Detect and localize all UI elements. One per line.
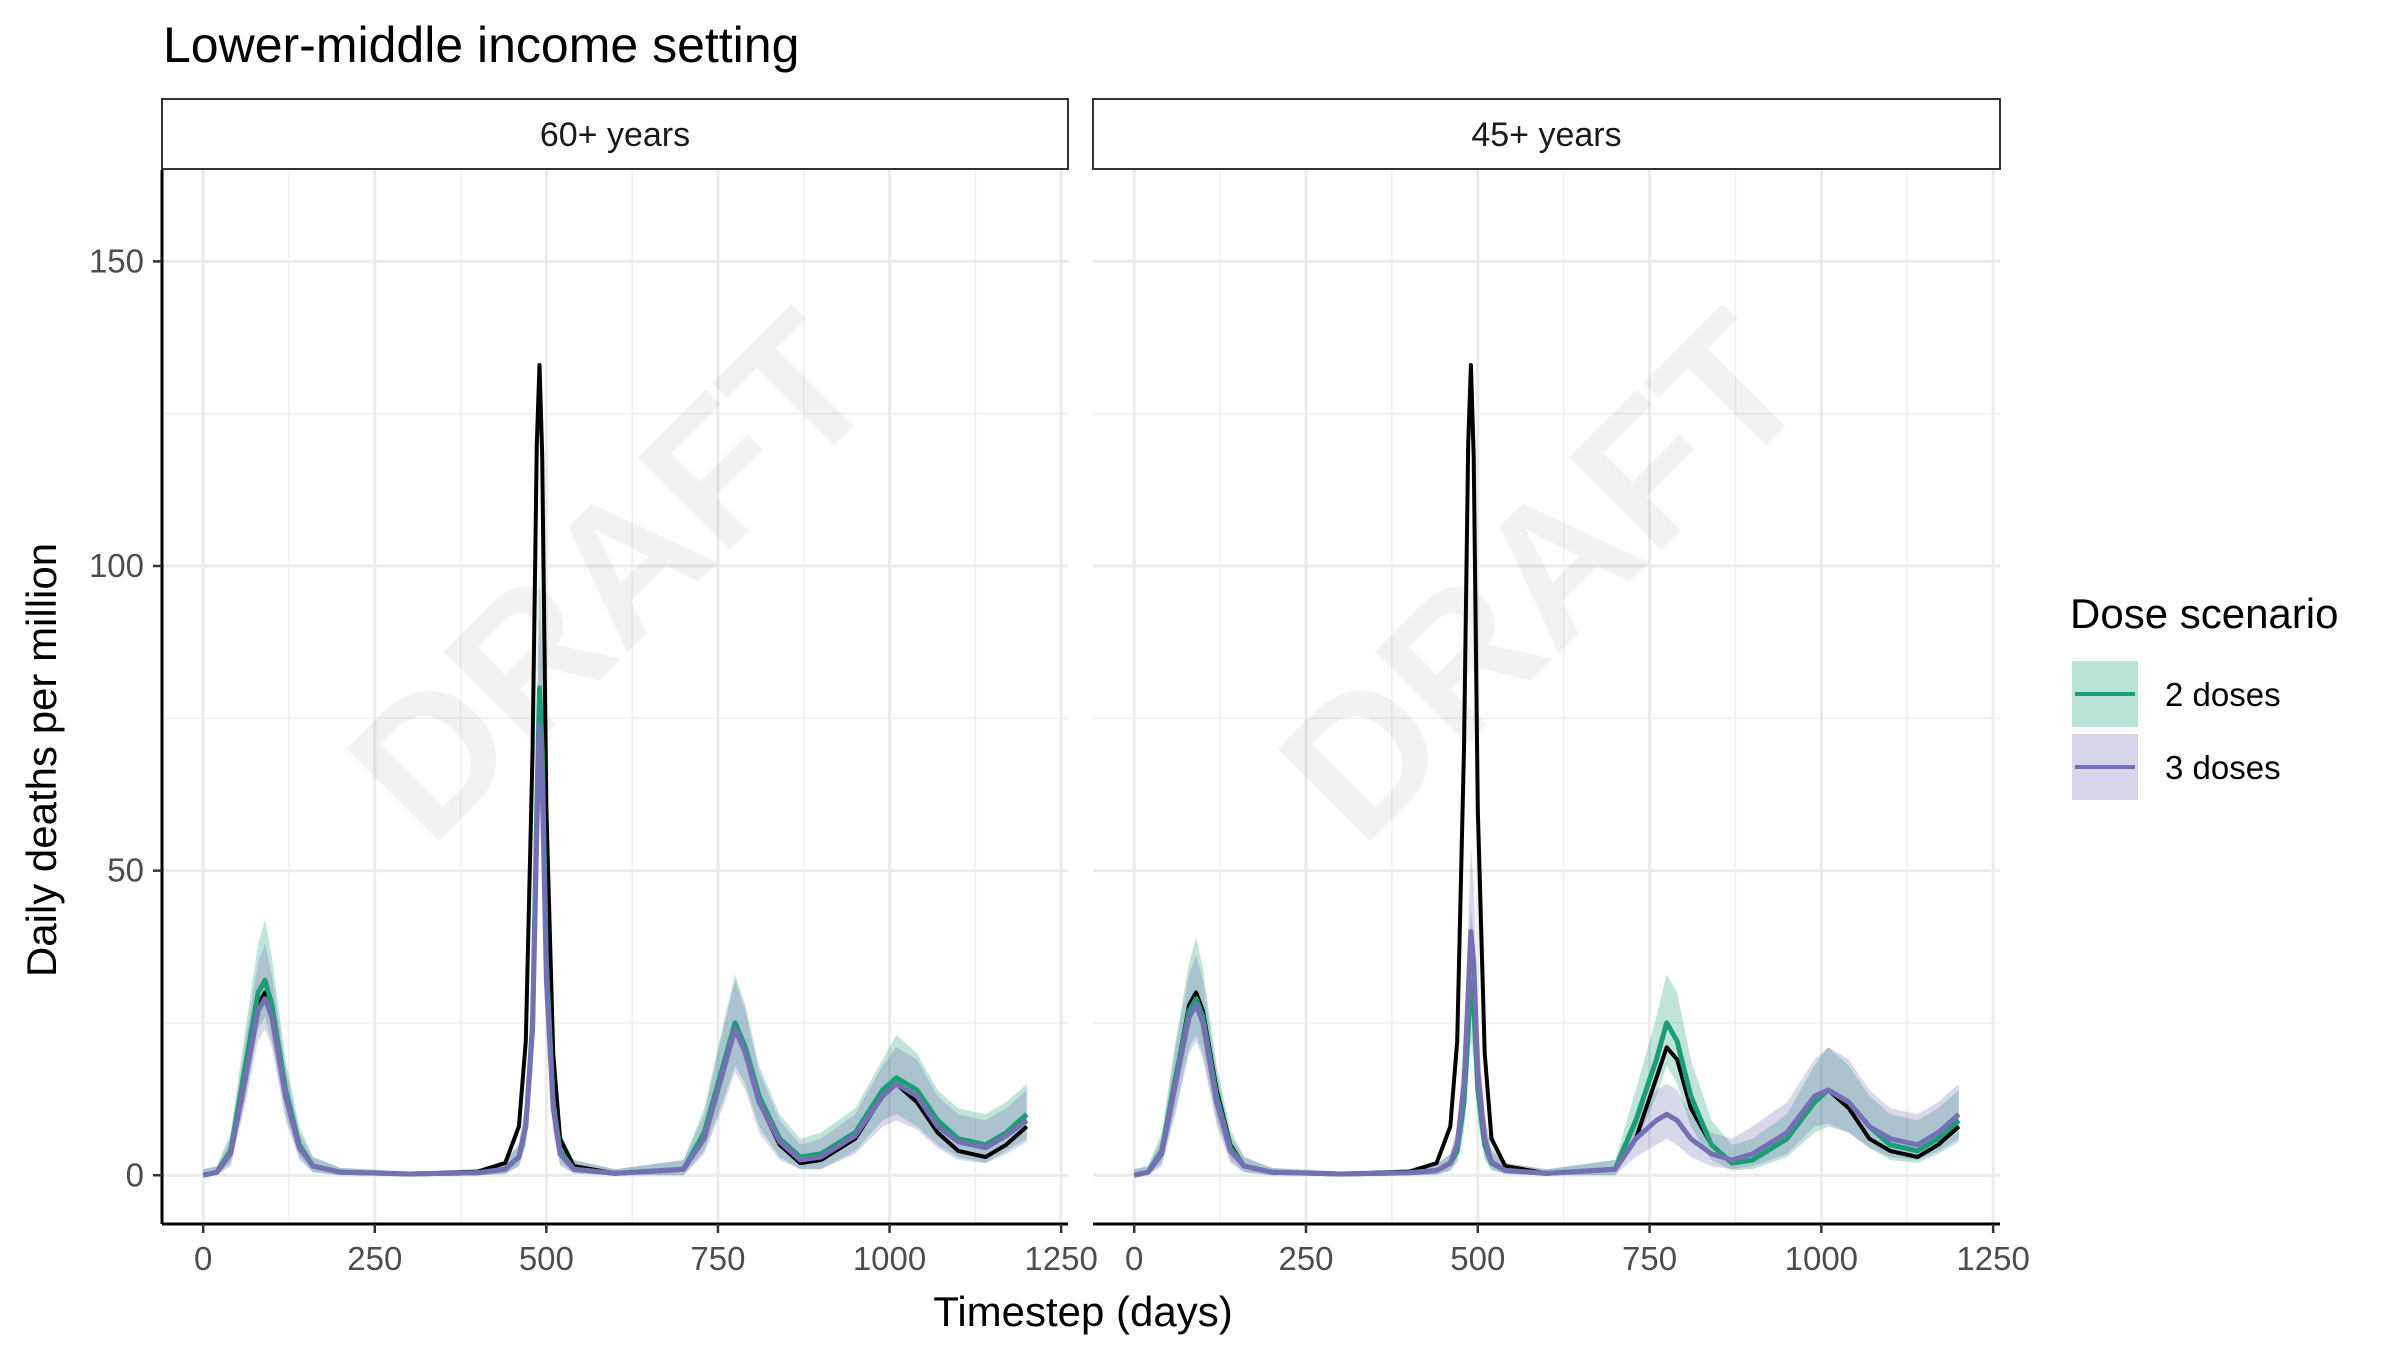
watermark: DRAFT xyxy=(309,274,914,879)
x-axis-title: Timestep (days) xyxy=(933,1288,1233,1335)
y-tick-label: 50 xyxy=(107,852,144,889)
x-tick-label: 250 xyxy=(347,1240,402,1277)
facet-panel-2: 45+ years DRAFT 0 250 500 750 1000 1250 xyxy=(1092,98,2030,1277)
legend-label-2-doses: 2 doses xyxy=(2165,676,2281,713)
legend: Dose scenario 2 doses 3 doses xyxy=(2070,590,2338,800)
ribbon-dose2 xyxy=(1134,907,1959,1176)
y-tick-label: 150 xyxy=(89,242,144,279)
x-tick-label: 250 xyxy=(1278,1240,1333,1277)
x-tick-label: 750 xyxy=(1622,1240,1677,1277)
x-tick-label: 500 xyxy=(1450,1240,1505,1277)
facet-strip-label: 60+ years xyxy=(540,116,690,154)
ribbon-dose3 xyxy=(1134,846,1959,1176)
ribbon-dose3 xyxy=(203,614,1027,1176)
x-tick-label: 500 xyxy=(519,1240,574,1277)
facet-strip xyxy=(1092,98,2001,170)
x-tick-label: 0 xyxy=(1125,1240,1143,1277)
y-tick-label: 0 xyxy=(126,1156,144,1193)
legend-title: Dose scenario xyxy=(2070,590,2338,637)
y-axis-title: Daily deaths per million xyxy=(18,543,65,977)
x-tick-label: 1000 xyxy=(853,1240,926,1277)
chart-title: Lower-middle income setting xyxy=(163,17,799,73)
series-line-dose3 xyxy=(1133,929,1961,1178)
facet-strip-label: 45+ years xyxy=(1471,116,1621,154)
x-tick-label: 750 xyxy=(690,1240,745,1277)
x-tick-label: 1000 xyxy=(1785,1240,1858,1277)
x-tick-label: 0 xyxy=(194,1240,212,1277)
series-line-dose3 xyxy=(202,721,1029,1178)
facet-strip xyxy=(161,98,1069,170)
x-tick-label: 1250 xyxy=(1024,1240,1097,1277)
x-tick-label: 1250 xyxy=(1956,1240,2029,1277)
y-tick-label: 100 xyxy=(89,547,144,584)
watermark: DRAFT xyxy=(1240,274,1845,879)
ribbon-dose2 xyxy=(203,566,1027,1176)
facet-panel-1: 60+ years DRAFT 0 50 100 150 0 250 500 750 1000 125… xyxy=(89,98,1098,1277)
legend-label-3-doses: 3 doses xyxy=(2165,749,2281,786)
panels: 60+ years DRAFT 0 50 100 150 0 250 500 750 1000 125… xyxy=(89,98,2030,1277)
